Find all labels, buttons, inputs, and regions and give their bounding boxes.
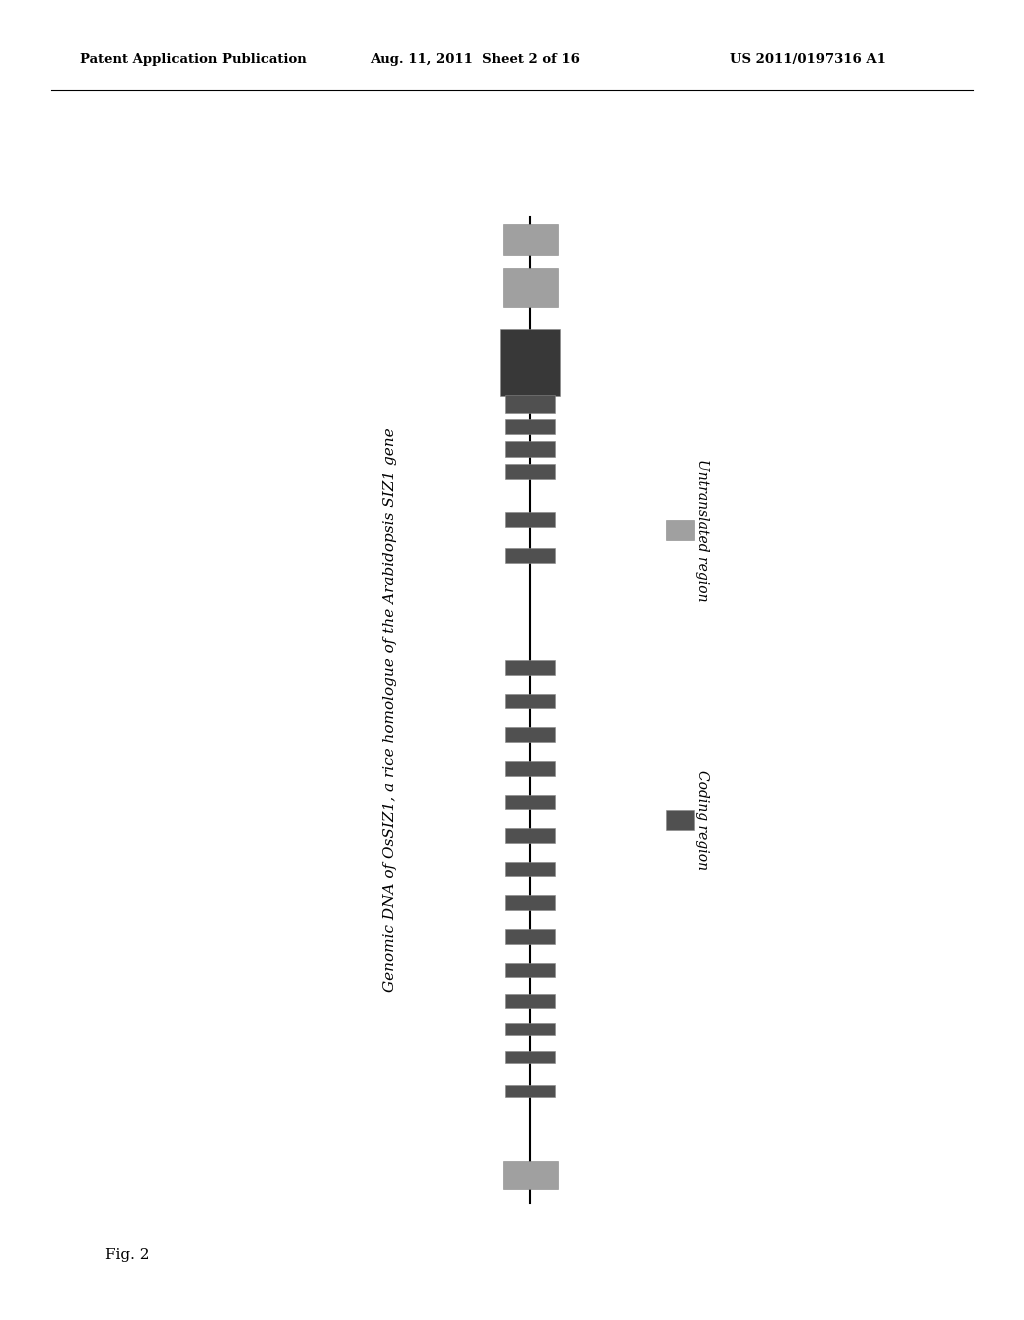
Text: US 2011/0197316 A1: US 2011/0197316 A1 xyxy=(730,54,886,66)
Bar xyxy=(505,862,555,876)
Text: Untranslated region: Untranslated region xyxy=(695,459,709,601)
Bar xyxy=(666,810,694,830)
Bar xyxy=(505,929,555,944)
Bar xyxy=(503,224,557,255)
Bar xyxy=(505,441,555,457)
Bar xyxy=(505,962,555,977)
Bar xyxy=(505,694,555,709)
Bar xyxy=(505,660,555,675)
Bar xyxy=(505,1051,555,1064)
Bar xyxy=(505,1023,555,1035)
Bar xyxy=(505,795,555,809)
Bar xyxy=(505,548,555,562)
Bar xyxy=(503,268,557,308)
Bar xyxy=(505,828,555,842)
Bar xyxy=(505,727,555,742)
Bar xyxy=(500,329,560,396)
Bar xyxy=(505,395,555,413)
Bar xyxy=(505,418,555,434)
Text: Patent Application Publication: Patent Application Publication xyxy=(80,54,307,66)
Bar xyxy=(505,463,555,479)
Bar xyxy=(505,994,555,1008)
Bar xyxy=(505,512,555,528)
Text: Fig. 2: Fig. 2 xyxy=(105,1247,150,1262)
Bar xyxy=(505,1085,555,1097)
Text: Coding region: Coding region xyxy=(695,770,709,870)
Bar xyxy=(503,1160,557,1189)
Text: Aug. 11, 2011  Sheet 2 of 16: Aug. 11, 2011 Sheet 2 of 16 xyxy=(370,54,580,66)
Text: Genomic DNA of OsSIZ1, a rice homologue of the Arabidopsis SIZ1 gene: Genomic DNA of OsSIZ1, a rice homologue … xyxy=(383,428,397,993)
Bar xyxy=(505,895,555,909)
Bar xyxy=(505,760,555,776)
Bar xyxy=(666,520,694,540)
